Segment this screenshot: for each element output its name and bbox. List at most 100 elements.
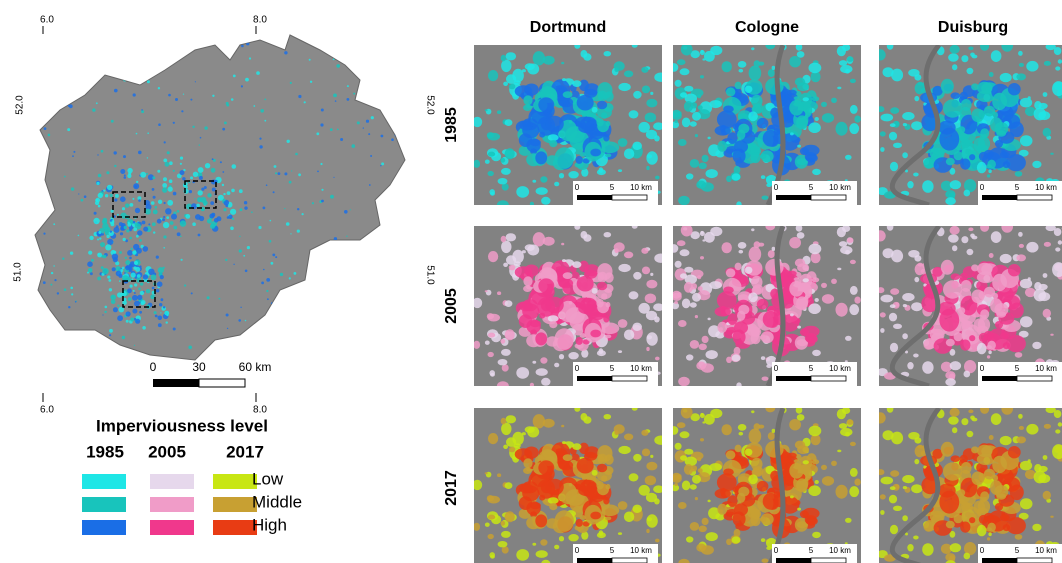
urban-patch [735,82,742,90]
urban-patch [774,309,781,316]
urban-patch [686,354,693,360]
urban-patch [152,176,155,179]
city-panel: 0510 km [670,41,861,207]
column-header: Cologne [735,19,799,36]
urban-patch [696,181,706,189]
scale-label: 5 [1015,183,1020,192]
urban-patch [690,302,697,307]
urban-patch [347,98,350,101]
urban-patch [192,45,194,47]
urban-patch [371,116,374,119]
urban-patch [1043,455,1048,460]
urban-patch [497,381,509,391]
urban-patch [122,336,125,339]
scale-bar [982,195,1017,200]
urban-patch [891,432,903,445]
urban-patch [854,297,860,304]
urban-patch [278,172,281,175]
urban-patch [497,200,509,210]
urban-patch [490,555,495,559]
lon-label: 6.0 [40,15,54,26]
urban-patch [199,144,200,145]
urban-patch [333,59,335,61]
urban-patch [973,501,985,515]
urban-patch [310,81,312,83]
panel-grid: DortmundCologneDuisburg19850510 km0510 k… [443,19,1062,563]
urban-patch [271,262,274,265]
urban-patch [733,330,746,345]
urban-patch [987,355,990,358]
urban-patch [958,307,965,314]
urban-patch [577,95,594,111]
urban-patch [505,329,515,340]
scale-label: 5 [809,183,814,192]
urban-patch [624,512,634,523]
urban-patch [336,64,340,68]
urban-patch [40,310,44,314]
urban-patch [158,316,163,321]
urban-patch [524,84,539,96]
urban-patch [279,344,280,345]
urban-patch [670,244,679,253]
urban-patch [164,48,167,51]
urban-patch [137,295,142,300]
urban-patch [836,122,848,136]
urban-patch [186,43,189,46]
urban-patch [574,43,580,49]
urban-patch [165,162,170,167]
urban-patch [135,48,138,51]
urban-patch [698,286,703,291]
row-label: 2017 [443,470,460,506]
urban-patch [722,424,732,435]
urban-patch [977,162,987,173]
urban-patch [655,176,660,180]
urban-patch [270,220,272,222]
row-label: 1985 [443,107,460,143]
urban-patch [987,537,990,540]
urban-patch [696,544,706,552]
urban-patch [330,195,334,199]
urban-patch [1000,514,1010,521]
urban-patch [111,120,114,123]
urban-patch [548,134,559,141]
urban-patch [117,305,119,307]
urban-patch [87,47,90,50]
urban-patch [109,334,111,336]
urban-patch [134,185,137,188]
urban-patch [642,86,650,94]
urban-patch [259,138,261,140]
urban-patch [81,199,84,202]
scale-label: 0 [980,183,985,192]
urban-patch [107,276,110,279]
urban-patch [984,287,995,298]
urban-patch [230,227,234,231]
urban-patch [1020,135,1033,146]
urban-patch [802,326,819,337]
urban-patch [399,223,402,226]
urban-patch [996,130,1006,136]
urban-patch [574,224,580,230]
urban-patch [370,281,372,283]
urban-patch [618,532,622,535]
urban-patch [312,202,314,204]
urban-patch [973,138,985,152]
urban-patch [967,249,974,255]
urban-patch [797,145,801,148]
urban-patch [136,181,138,183]
urban-patch [950,226,960,235]
urban-patch [749,66,762,81]
urban-patch [121,291,127,297]
urban-patch [125,257,127,259]
urban-patch [166,216,169,219]
urban-patch [803,97,809,101]
urban-patch [239,236,240,237]
urban-patch [812,277,820,282]
urban-patch [389,345,392,348]
urban-patch [597,169,606,175]
urban-patch [152,287,155,290]
urban-patch [147,157,148,158]
urban-patch [732,173,741,180]
urban-patch [269,240,272,243]
urban-patch [198,167,204,173]
urban-patch [692,112,701,121]
